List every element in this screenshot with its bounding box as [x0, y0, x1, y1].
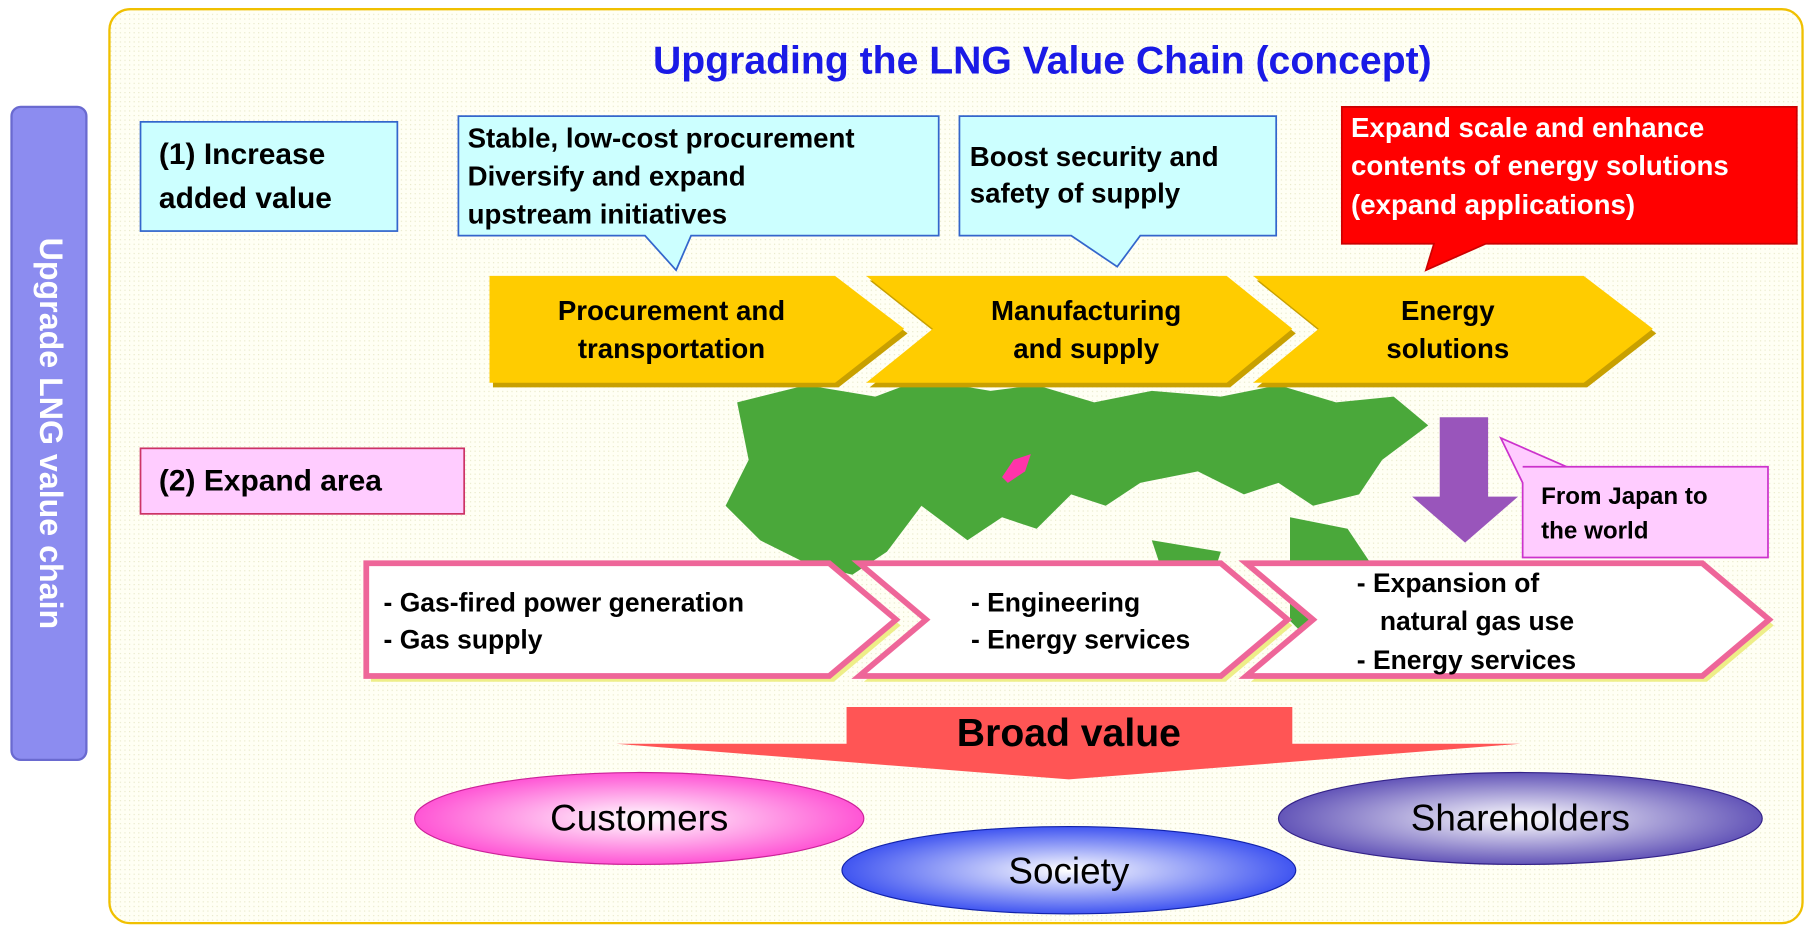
increase-box	[139, 120, 399, 232]
stakeholder	[841, 825, 1297, 915]
service-text: - Gas supply	[384, 624, 543, 654]
stakeholder	[1277, 771, 1763, 866]
stakeholder	[414, 771, 865, 866]
broad-arrow	[616, 706, 1521, 780]
callout-text: safety of supply	[970, 178, 1181, 209]
service-step	[851, 560, 1293, 679]
callout	[958, 115, 1278, 268]
chain-label: transportation	[578, 333, 765, 364]
chain-label: Manufacturing	[991, 295, 1181, 326]
callout-text: Boost security and	[970, 141, 1219, 172]
callout-text: upstream initiatives	[468, 198, 728, 229]
service-text: natural gas use	[1380, 606, 1574, 636]
stakeholder-label: Society	[1008, 850, 1129, 891]
expand-label: (2) Expand area	[159, 465, 382, 498]
service-text: - Energy services	[1357, 645, 1576, 675]
callout-text: Expand scale and enhance	[1351, 112, 1704, 143]
chain-step	[489, 275, 905, 383]
callout	[457, 115, 940, 272]
chain-label: Procurement and	[558, 295, 785, 326]
chain-step	[1253, 275, 1653, 383]
chain-label: Energy	[1401, 295, 1495, 326]
chain-label: solutions	[1386, 333, 1509, 364]
service-text: - Energy services	[971, 624, 1190, 654]
japan-callout	[1498, 436, 1769, 559]
side-panel	[10, 105, 88, 762]
chain-label: and supply	[1013, 333, 1160, 364]
chain-step	[866, 275, 1293, 383]
callout	[1340, 106, 1798, 272]
service-text: - Gas-fired power generation	[384, 588, 744, 618]
service-text: - Engineering	[971, 588, 1140, 618]
increase-label: (1) Increase	[159, 138, 325, 171]
japan-callout-text: the world	[1541, 518, 1648, 545]
increase-label: added value	[159, 182, 332, 215]
expand-box	[139, 447, 466, 515]
service-step	[363, 560, 901, 679]
service-text: - Expansion of	[1357, 568, 1540, 598]
broad-value: Broad value	[957, 712, 1181, 755]
title: Upgrading the LNG Value Chain (concept)	[653, 40, 1432, 83]
stakeholder-label: Shareholders	[1411, 798, 1630, 839]
callout-text: contents of energy solutions	[1351, 150, 1729, 181]
callout-text: Stable, low-cost procurement	[468, 123, 855, 154]
callout-text: Diversify and expand	[468, 160, 746, 191]
japan	[1002, 454, 1031, 483]
callout-text: (expand applications)	[1351, 189, 1635, 220]
service-step	[1238, 560, 1774, 679]
down-arrow	[1412, 417, 1519, 543]
stakeholder-label: Customers	[550, 798, 728, 839]
japan-callout-text: From Japan to	[1541, 483, 1708, 510]
side-label: Upgrade LNG value chain	[33, 238, 69, 630]
